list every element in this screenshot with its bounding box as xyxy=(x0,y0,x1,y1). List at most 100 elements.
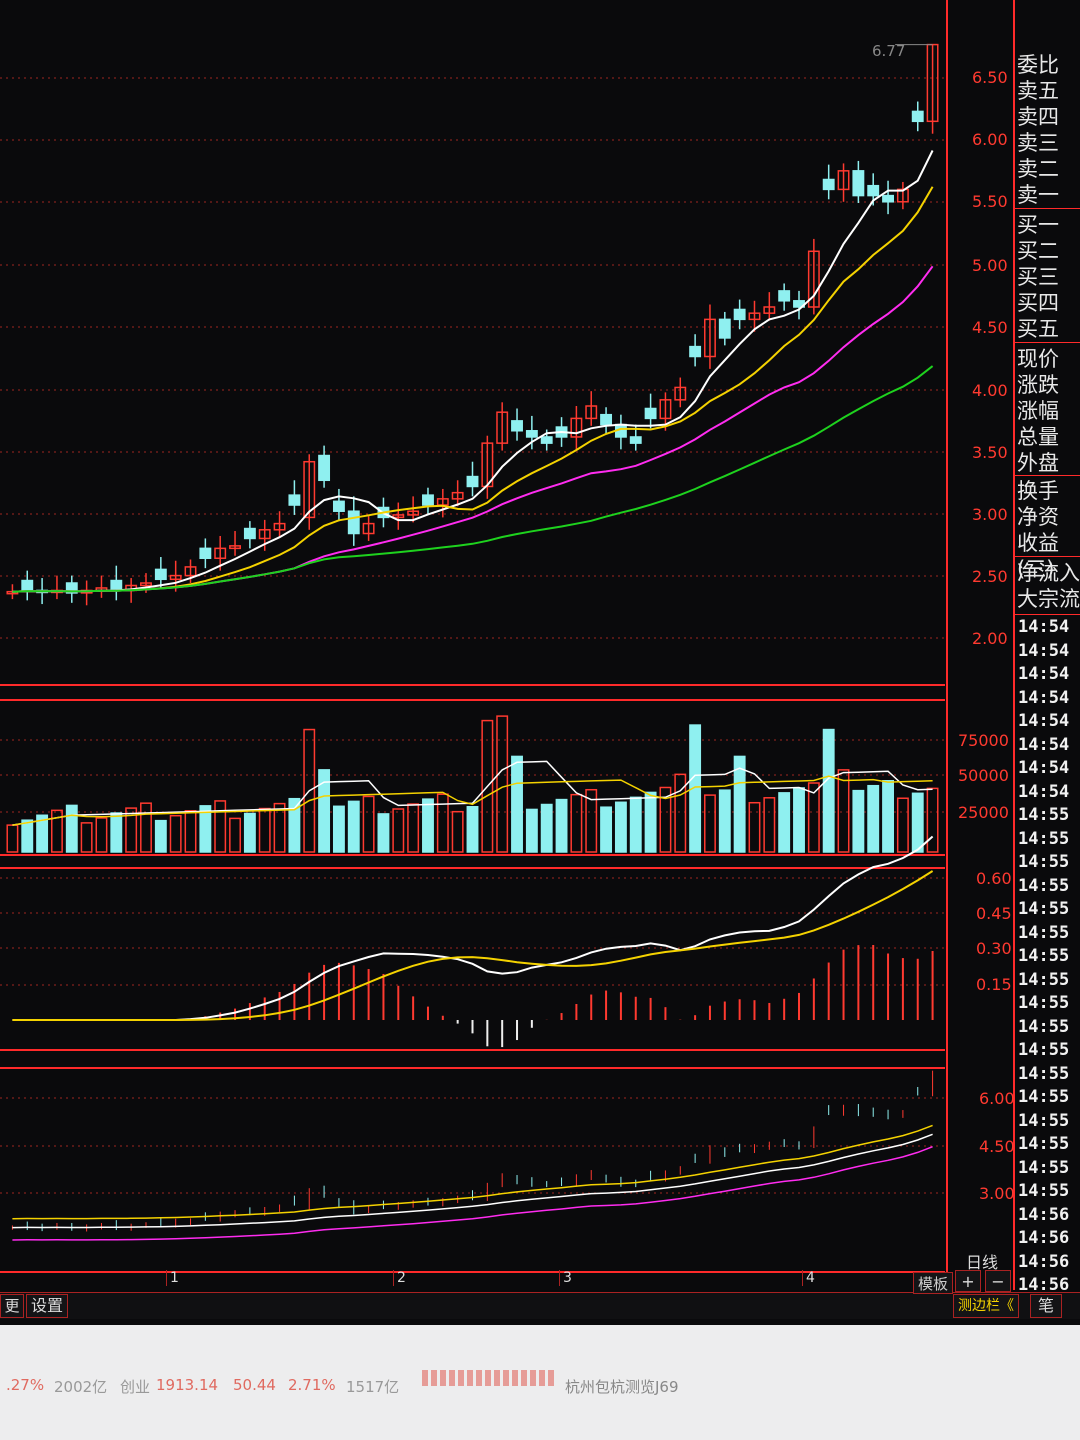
volume-bar xyxy=(169,814,182,853)
volume-bar xyxy=(125,807,138,853)
zoom-in-button[interactable]: + xyxy=(955,1270,981,1292)
sidebar-toggle-button[interactable]: 测边栏《 xyxy=(953,1294,1019,1318)
settings-tab[interactable]: 设置 xyxy=(26,1294,68,1318)
candle-body xyxy=(882,194,894,203)
candle-body xyxy=(451,491,464,500)
extra-list: 换手 净资 收益(三) xyxy=(1017,478,1080,582)
side-item: 买三 xyxy=(1017,265,1059,289)
tick-time: 14:55 xyxy=(1018,1087,1070,1107)
tick-time: 14:56 xyxy=(1018,1204,1070,1225)
tick-time: 14:55 xyxy=(1018,899,1070,919)
volume-bar xyxy=(733,755,746,853)
volume-bar xyxy=(243,812,256,853)
macd-dif xyxy=(12,835,934,1021)
ma10-line xyxy=(12,186,934,593)
tick-time: 14:55 xyxy=(1018,1157,1070,1178)
side-item: 现价 xyxy=(1017,347,1059,371)
volume-bar xyxy=(214,800,227,853)
candle-body xyxy=(184,566,197,577)
tick-time: 14:54 xyxy=(1018,711,1070,731)
month-mark: 3 xyxy=(559,1270,572,1286)
candle-body xyxy=(199,547,212,560)
pen-button[interactable]: 笔 xyxy=(1030,1294,1062,1318)
price-axis-label: 2.00 xyxy=(972,629,1008,648)
candle-body xyxy=(65,582,78,594)
vol-axis-label: 75000 xyxy=(958,731,1009,750)
template-button[interactable]: 模板 xyxy=(913,1272,953,1294)
volume-bar xyxy=(911,792,924,853)
ma60-line xyxy=(12,365,934,593)
zoom-out-button[interactable]: − xyxy=(985,1270,1011,1292)
candle-body xyxy=(288,494,301,506)
candle-body xyxy=(718,318,731,339)
candle-body xyxy=(169,574,182,581)
candle-body xyxy=(258,529,271,540)
tick-time: 14:55 xyxy=(1018,805,1070,825)
candle-body xyxy=(525,430,538,438)
price-axis-label: 4.50 xyxy=(972,318,1008,337)
lower-mid-band xyxy=(12,1133,933,1229)
tick-time: 14:54 xyxy=(1018,734,1070,755)
volume-bar xyxy=(229,817,241,853)
volume-bar xyxy=(51,809,63,853)
candle-body xyxy=(303,460,316,519)
volume-ma10 xyxy=(12,775,933,826)
macd-axis-label: 0.60 xyxy=(976,869,1012,888)
volume-bar xyxy=(614,801,627,853)
volume-bar xyxy=(570,793,583,853)
kline-chart[interactable] xyxy=(0,0,945,1275)
volume-bar xyxy=(674,773,687,853)
side-panel-border xyxy=(1013,0,1015,1290)
price-axis-label: 3.50 xyxy=(972,443,1008,462)
candle-body xyxy=(600,413,613,426)
volume-bar xyxy=(807,782,820,853)
tick-time: 14:54 xyxy=(1018,758,1070,778)
tick-time: 14:55 xyxy=(1018,1016,1070,1037)
volume-bar xyxy=(273,802,286,853)
side-item: 涨跌 xyxy=(1017,373,1059,397)
candle-body xyxy=(911,110,924,123)
status-pct: .27% xyxy=(6,1376,45,1394)
volume-bar xyxy=(466,806,479,853)
tick-time: 14:55 xyxy=(1018,852,1070,872)
bottom-toolbar xyxy=(0,1292,1080,1319)
volume-bar xyxy=(896,797,909,853)
side-item: 大宗流 xyxy=(1017,587,1080,611)
side-item: 涨幅 xyxy=(1017,399,1059,423)
volume-bar xyxy=(258,807,271,853)
status-amount1: 2002亿 xyxy=(54,1378,108,1396)
volume-bar xyxy=(926,787,939,853)
volume-bar xyxy=(377,813,390,853)
mini-bars-icon xyxy=(422,1370,557,1386)
period-label[interactable]: 日线 xyxy=(966,1253,999,1272)
side-item: 买四 xyxy=(1017,291,1059,315)
more-tab[interactable]: 更多 xyxy=(0,1294,24,1318)
candle-body xyxy=(496,411,509,444)
price-axis-label: 6.50 xyxy=(972,68,1008,87)
volume-bar xyxy=(585,788,598,853)
tick-time: 14:55 xyxy=(1018,922,1070,943)
candle-body xyxy=(422,494,434,506)
volume-bar xyxy=(511,755,523,853)
price-axis-label: 6.00 xyxy=(972,130,1008,149)
bid-list: 买一 买二 买三 买四 买五 xyxy=(1017,212,1059,342)
tick-time: 14:55 xyxy=(1018,875,1070,896)
volume-bar xyxy=(882,780,894,853)
side-item: 收益(三) xyxy=(1017,531,1059,581)
volume-bar xyxy=(80,822,93,853)
index-name: 创业 xyxy=(120,1378,151,1396)
price-axis-label: 4.00 xyxy=(972,381,1008,400)
volume-bar xyxy=(436,793,449,853)
tick-time: 14:55 xyxy=(1018,1134,1070,1154)
candle-body xyxy=(332,500,345,512)
price-axis-label: 5.00 xyxy=(972,256,1008,275)
side-item: 外盘 xyxy=(1017,451,1059,475)
side-item: 总量 xyxy=(1017,425,1059,449)
volume-bar xyxy=(600,806,613,853)
volume-bar xyxy=(140,802,152,853)
volume-bar xyxy=(689,724,702,853)
volume-bar xyxy=(525,808,538,853)
candle-body xyxy=(21,579,34,592)
tick-time: 14:56 xyxy=(1018,1275,1070,1295)
candle-body xyxy=(585,405,598,420)
